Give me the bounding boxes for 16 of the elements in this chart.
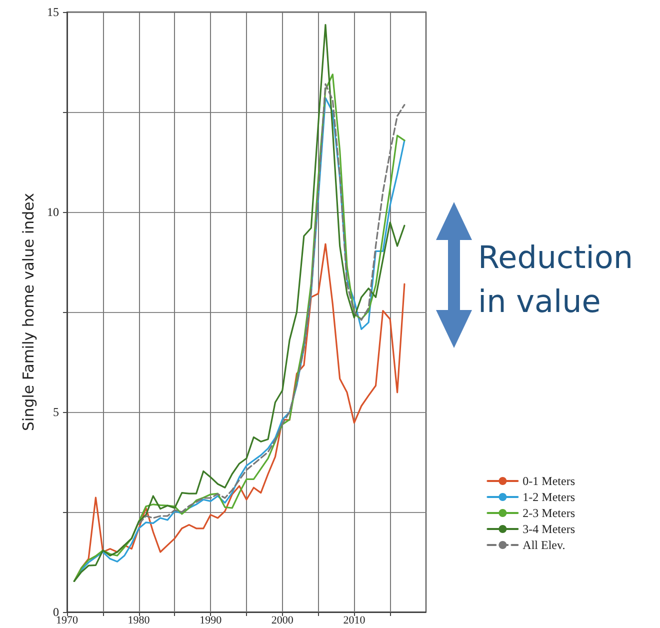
x-tick-label: 1990 (200, 614, 222, 626)
legend-label: 0-1 Meters (522, 474, 576, 488)
legend-label: 1-2 Meters (522, 490, 576, 504)
x-tick-label: 2010 (343, 614, 366, 626)
x-tick-label: 1980 (128, 614, 150, 626)
y-tick-label: 5 (53, 405, 59, 419)
legend-label: All Elev. (522, 538, 566, 552)
legend-label: 3-4 Meters (522, 522, 576, 536)
x-tick-label: 2000 (271, 614, 294, 626)
legend-label: 2-3 Meters (522, 506, 576, 520)
y-tick-label: 0 (53, 605, 59, 619)
x-tick-label: 1970 (56, 614, 78, 626)
y-tick-label: 10 (47, 205, 59, 219)
text: Reduction in value (478, 239, 634, 322)
y-tick-label: 15 (47, 5, 59, 19)
y-axis-title: Single Family home value index (20, 192, 38, 431)
